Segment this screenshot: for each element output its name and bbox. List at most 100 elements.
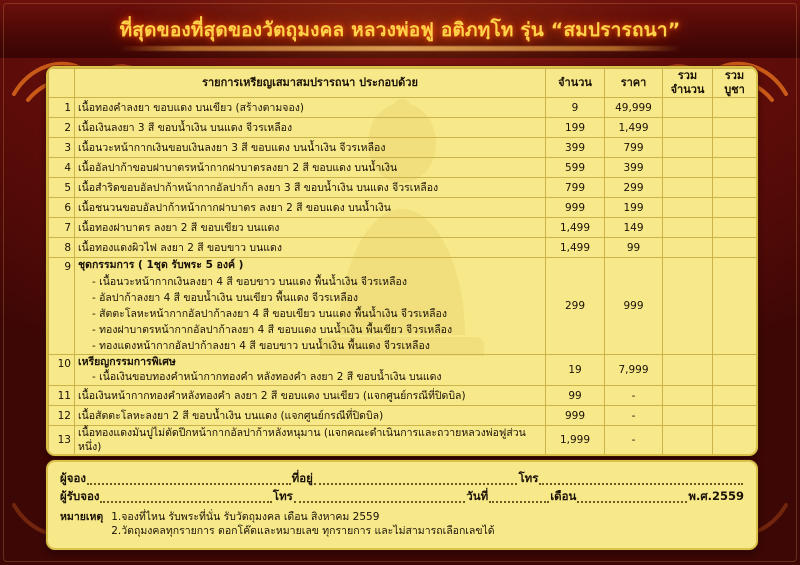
row-description-special: เหรียญกรรมการพิเศษ - เนื้อเงินขอบทองคำหน…: [74, 354, 546, 386]
row-quantity: 19: [545, 354, 605, 386]
table-row: 7 เนื้อทองฝาบาตร ลงยา 2 สี ขอบเขียว บนแดง…: [48, 217, 756, 238]
row-total-sum[interactable]: [712, 385, 756, 406]
row-description: เนื้อสำริดขอบอัลปาก้าหน้ากากอัลปาก้า ลงย…: [74, 177, 546, 198]
note-item: 2.วัตถุมงคลทุกรายการ ตอกโค๊ตและหมายเลข ท…: [111, 525, 495, 537]
row-number: 1: [48, 97, 75, 118]
set-item-list: - เนื้อนวะหน้ากากเงินลงยา 4 สี ขอบขาว บน…: [78, 274, 542, 354]
row-total-sum[interactable]: [712, 177, 756, 198]
row-total-sum[interactable]: [712, 425, 756, 454]
date-input[interactable]: [489, 500, 550, 503]
row-price: -: [604, 385, 663, 406]
row-quantity: 599: [545, 157, 605, 178]
row-number: 8: [48, 237, 75, 258]
row-total-sum[interactable]: [712, 354, 756, 386]
row-description-set: ชุดกรรมการ ( 1ชุด รับพระ 5 องค์ ) - เนื้…: [74, 257, 546, 355]
set-item: - สัตตะโลหะหน้ากากอัลปาก้าลงยา 4 สี ขอบเ…: [92, 308, 447, 320]
row-total-sum[interactable]: [712, 217, 756, 238]
header-divider: [118, 46, 682, 51]
row-total-sum[interactable]: [712, 405, 756, 426]
row-total-sum[interactable]: [712, 237, 756, 258]
year-label: พ.ศ.2559: [688, 489, 744, 503]
notes-lines: 1.จองที่ไหน รับพระที่นั่น รับวัตถุมงคล เ…: [111, 510, 494, 538]
row-price: -: [604, 425, 663, 454]
row-total-qty[interactable]: [663, 455, 713, 457]
notes-label: หมายเหตุ: [60, 511, 104, 523]
row-number: 6: [48, 197, 75, 218]
booker-input[interactable]: [87, 482, 291, 485]
column-header-total-qty: รวมจำนวน: [662, 68, 713, 98]
set-heading: ชุดกรรมการ ( 1ชุด รับพระ 5 องค์ ): [78, 259, 244, 271]
row-price: 199: [604, 197, 663, 218]
order-table-card: รายการเหรียญเสมาสมปรารถนา ประกอบด้วย จำน…: [46, 66, 758, 456]
row-total-qty[interactable]: [662, 385, 713, 406]
row-total-sum[interactable]: [713, 455, 757, 457]
row-price: 99: [604, 237, 663, 258]
order-table: รายการเหรียญเสมาสมปรารถนา ประกอบด้วย จำน…: [48, 68, 757, 457]
row-total-qty[interactable]: [662, 177, 713, 198]
phone2-label: โทร: [272, 489, 293, 503]
row-number: 3: [48, 137, 75, 158]
column-header-description: รายการเหรียญเสมาสมปรารถนา ประกอบด้วย: [74, 68, 546, 98]
row-description: เนื้อชนวนขอบอัลปาก้าหน้ากากฝาบาตร ลงยา 2…: [74, 197, 546, 218]
row-number: 14: [49, 455, 75, 457]
row-total-qty[interactable]: [662, 217, 713, 238]
phone2-input[interactable]: [293, 500, 466, 503]
table-body: 1 เนื้อทองคำลงยา ขอบแดง บนเขียว (สร้างตาม…: [48, 97, 757, 457]
row-description: เนื้อเงินลงยา 3 สี ขอบน้ำเงิน บนแดง จีวร…: [74, 117, 546, 138]
row-quantity: 1,999: [545, 425, 605, 454]
row-total-qty[interactable]: [662, 405, 713, 426]
column-header-price: ราคา: [604, 68, 663, 98]
column-header-no: [48, 68, 75, 98]
table-header-row: รายการเหรียญเสมาสมปรารถนา ประกอบด้วย จำน…: [48, 68, 756, 98]
receiver-input[interactable]: [100, 500, 272, 503]
row-quantity: 799: [545, 177, 605, 198]
row-description: เนื้อทองแดงผิวไฟ ลงยา 2 สี ขอบขาว บนแดง: [74, 237, 546, 258]
date-label: วันที่: [466, 489, 489, 503]
table-row: 12 เนื้อสัตตะโลหะลงยา 2 สี ขอบน้ำเงิน บนแ…: [48, 405, 756, 426]
row-total-sum[interactable]: [712, 97, 756, 118]
row-quantity: 9: [546, 455, 605, 457]
row-price: 399: [604, 157, 663, 178]
row-total-sum[interactable]: [712, 257, 756, 355]
row-total-qty[interactable]: [662, 197, 713, 218]
row-total-qty[interactable]: [662, 237, 713, 258]
set-item: - อัลปาก้าลงยา 4 สี ขอบน้ำเงิน บนเขียว พ…: [92, 292, 359, 304]
row-total-sum[interactable]: [712, 197, 756, 218]
row-description: เนื้อเงินหน้ากากทองคำหลังทองคำ ลงยา 2 สี…: [74, 385, 546, 406]
row-total-qty[interactable]: [662, 425, 713, 454]
booking-form-card: ผู้จอง ที่อยู่ โทร ผู้รับจอง โทร วันที่ …: [46, 460, 758, 550]
row-total-sum[interactable]: [712, 137, 756, 158]
address-label: ที่อยู่: [291, 471, 313, 485]
row-total-qty[interactable]: [662, 157, 713, 178]
poster-header: ที่สุดของที่สุดของวัตถุมงคล หลวงพ่อฟู อต…: [0, 0, 800, 58]
row-total-qty[interactable]: [662, 117, 713, 138]
row-quantity: 299: [545, 257, 605, 355]
row-total-sum[interactable]: [712, 117, 756, 138]
row-description: เนื้อทองคำลงยา ขอบแดง บนเขียว (สร้างตามจ…: [74, 97, 546, 118]
row-number: 11: [48, 385, 75, 406]
address-input[interactable]: [313, 482, 518, 485]
row-total-qty[interactable]: [662, 97, 713, 118]
row-description: เนื้อนวะหน้ากากเงินขอบเงินลงยา 3 สี ขอบแ…: [74, 137, 546, 158]
month-input[interactable]: [577, 500, 688, 503]
table-row: 3 เนื้อนวะหน้ากากเงินขอบเงินลงยา 3 สี ขอบ…: [48, 137, 756, 158]
row-total-qty[interactable]: [662, 257, 713, 355]
row-total-qty[interactable]: [662, 137, 713, 158]
row-total-qty[interactable]: [662, 354, 713, 386]
row-quantity: 199: [545, 117, 605, 138]
table-row: 8 เนื้อทองแดงผิวไฟ ลงยา 2 สี ขอบขาว บนแดง…: [48, 237, 756, 258]
row-price: 799: [604, 137, 663, 158]
receiver-label: ผู้รับจอง: [60, 489, 100, 503]
row-quantity: 399: [545, 137, 605, 158]
phone-input[interactable]: [539, 482, 743, 485]
row-quantity: 1,499: [545, 237, 605, 258]
special-sub-item: - เนื้อเงินขอบทองคำหน้ากากทองคำ หลังทองค…: [92, 371, 442, 383]
row-total-sum[interactable]: [712, 157, 756, 178]
table-row: 11 เนื้อเงินหน้ากากทองคำหลังทองคำ ลงยา 2 …: [48, 385, 756, 406]
row-number: 7: [48, 217, 75, 238]
row-number: 5: [48, 177, 75, 198]
row-price: -: [604, 405, 663, 426]
set-item: - เนื้อนวะหน้ากากเงินลงยา 4 สี ขอบขาว บน…: [92, 276, 407, 288]
table-row: 5 เนื้อสำริดขอบอัลปาก้าหน้ากากอัลปาก้า ลง…: [48, 177, 756, 198]
row-quantity: 999: [545, 197, 605, 218]
